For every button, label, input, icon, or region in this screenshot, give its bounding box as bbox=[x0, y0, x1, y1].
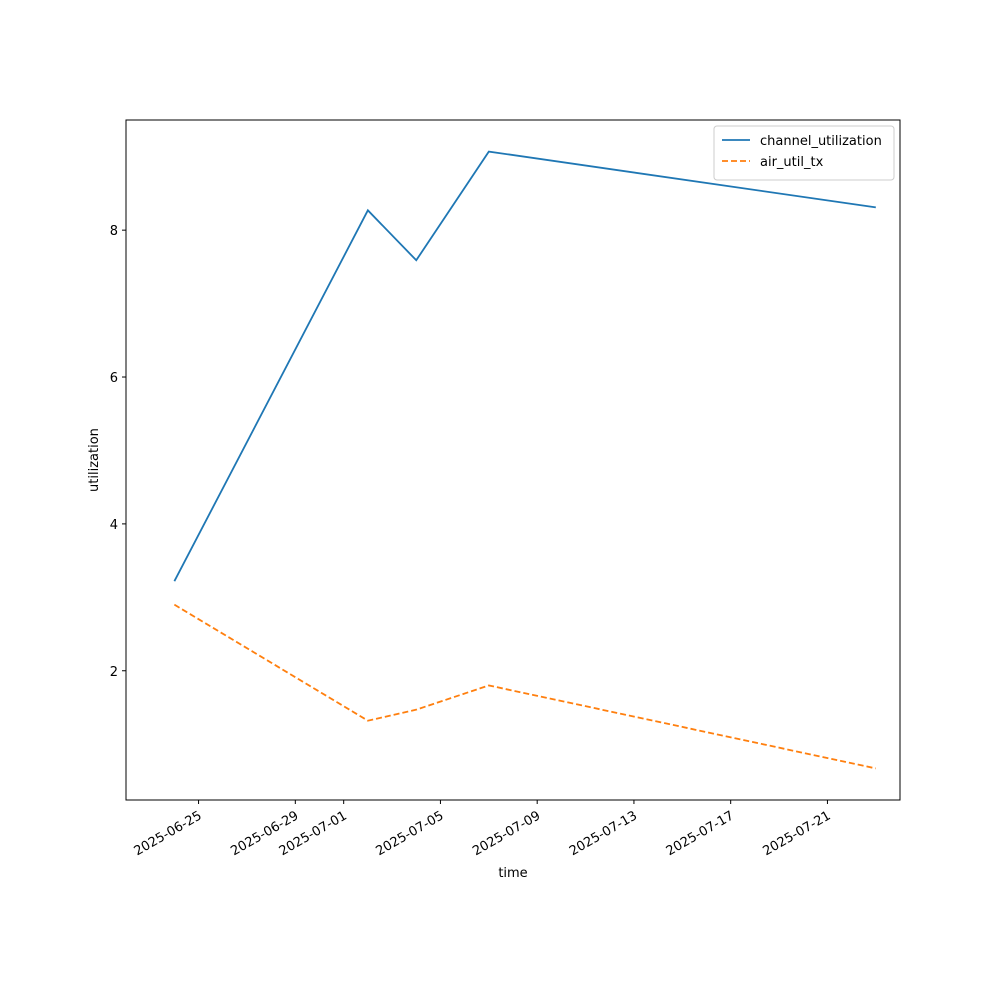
legend: channel_utilization air_util_tx bbox=[713, 125, 895, 181]
x-tick-label: 2025-07-21 bbox=[760, 808, 833, 859]
x-tick-label: 2025-07-13 bbox=[567, 808, 640, 859]
y-tick-label: 6 bbox=[110, 371, 118, 386]
y-tick-label: 2 bbox=[110, 665, 118, 680]
x-tick-label: 2025-06-25 bbox=[132, 808, 205, 859]
y-tick-label: 4 bbox=[110, 518, 118, 533]
legend-label: channel_utilization bbox=[760, 134, 882, 149]
x-tick-label: 2025-07-05 bbox=[373, 808, 446, 859]
line-series bbox=[173, 150, 876, 582]
legend-box bbox=[713, 125, 895, 181]
x-tick-label: 2025-07-09 bbox=[470, 808, 543, 859]
legend-label: air_util_tx bbox=[760, 155, 824, 170]
y-tick-label: 8 bbox=[110, 224, 118, 239]
x-tick-label: 2025-07-17 bbox=[664, 808, 737, 859]
y-axis-label: utilization bbox=[87, 428, 102, 492]
plot-frame bbox=[125, 119, 901, 801]
line-series bbox=[173, 603, 877, 770]
x-axis-label: time bbox=[498, 866, 527, 881]
